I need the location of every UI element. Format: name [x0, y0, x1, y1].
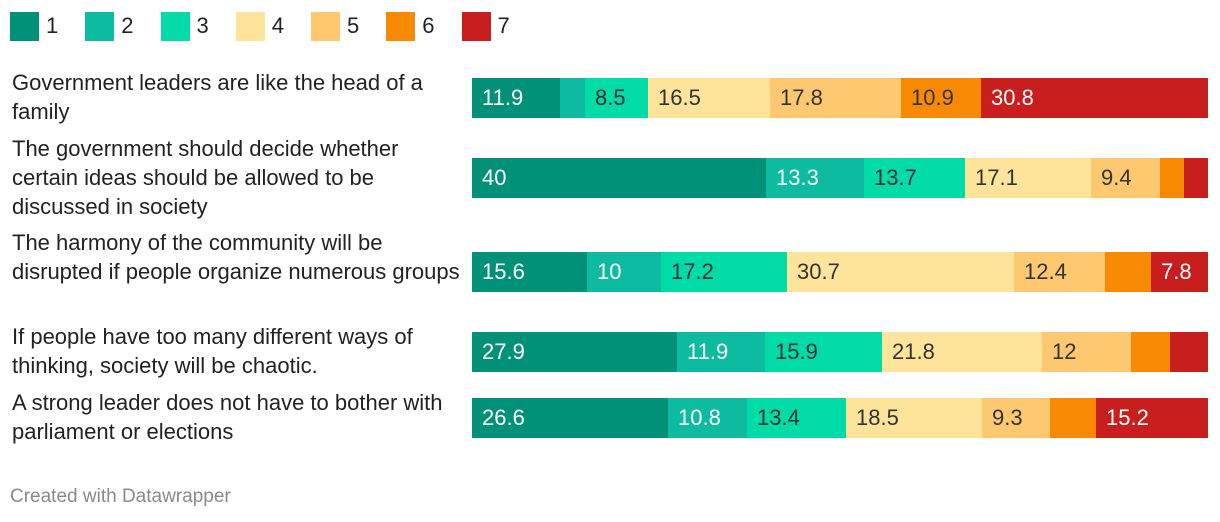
data-label: 40 [482, 165, 507, 190]
bar-segment: 27.9 [472, 332, 677, 372]
legend-item-6: 6 [386, 11, 435, 41]
bar-segment: 16.5 [648, 78, 770, 118]
bar-segment: 13.3 [766, 158, 864, 198]
bar-segment: 12.4 [1014, 252, 1105, 292]
bar-segment: 18.5 [846, 398, 982, 438]
bar-segment: 7.8 [1151, 252, 1208, 292]
bar-segment: 17.8 [770, 78, 901, 118]
legend-item-5: 5 [311, 11, 360, 41]
legend-swatch [85, 11, 115, 41]
legend-label: 7 [497, 13, 510, 38]
row-label: The government should decide whether cer… [12, 136, 399, 219]
bar-segment: 17.2 [661, 252, 787, 292]
data-label: 30.8 [991, 85, 1034, 110]
data-label: 15.2 [1106, 405, 1149, 430]
data-label: 8.5 [595, 85, 626, 110]
bar-segment: 8.5 [585, 78, 648, 118]
data-label: 10.9 [911, 85, 954, 110]
legend-item-7: 7 [461, 11, 510, 41]
data-label: 13.7 [874, 165, 917, 190]
data-label: 26.6 [482, 405, 525, 430]
bar-segment: 11.9 [472, 78, 560, 118]
bar-segment: 11.9 [677, 332, 765, 372]
data-label: 18.5 [856, 405, 899, 430]
data-label: 13.3 [776, 165, 819, 190]
data-label: 21.8 [892, 339, 935, 364]
data-label: 15.6 [482, 259, 525, 284]
legend-swatch [386, 11, 416, 41]
data-label: 12 [1052, 339, 1077, 364]
bar-segment [1131, 332, 1170, 372]
bar-segment [1184, 158, 1208, 198]
bar-segment [1160, 158, 1184, 198]
data-label: 11.9 [482, 85, 524, 110]
footer-credit: Created with Datawrapper [10, 486, 231, 507]
data-label: 7.8 [1161, 259, 1192, 284]
legend-label: 5 [347, 13, 360, 38]
data-label: 9.4 [1101, 165, 1132, 190]
chart-legend: 1 2 3 4 5 6 7 [10, 10, 537, 42]
legend-item-2: 2 [85, 11, 134, 41]
bar-segment: 10.9 [901, 78, 981, 118]
bar-segment [560, 78, 585, 118]
bar-segment [1105, 252, 1151, 292]
data-label: 12.4 [1024, 259, 1067, 284]
bar-segment: 17.1 [965, 158, 1091, 198]
bar-segment: 40 [472, 158, 766, 198]
legend-swatch [10, 11, 39, 41]
legend-label: 1 [46, 13, 59, 38]
data-label: 10.8 [678, 405, 721, 430]
bar-segment [1170, 332, 1208, 372]
bar-segment: 10.8 [668, 398, 747, 438]
bar-segment: 10 [587, 252, 661, 292]
bar-segment: 15.6 [472, 252, 587, 292]
legend-item-1: 1 [10, 11, 59, 41]
row-label: The harmony of the community will be dis… [12, 230, 460, 284]
data-label: 15.9 [775, 339, 818, 364]
legend-swatch [461, 11, 491, 41]
data-label: 16.5 [658, 85, 701, 110]
legend-item-3: 3 [160, 11, 209, 41]
data-label: 13.4 [757, 405, 800, 430]
stacked-bar: 40 13.3 13.7 17.1 9.4 [472, 158, 1208, 198]
data-label: 9.3 [992, 405, 1023, 430]
bar-segment [1050, 398, 1096, 438]
bar-segment: 26.6 [472, 398, 668, 438]
bar-segment: 12 [1042, 332, 1131, 372]
bar-segment: 13.4 [747, 398, 846, 438]
legend-label: 6 [422, 13, 435, 38]
legend-swatch [160, 11, 190, 41]
row-label: Government leaders are like the head of … [12, 70, 423, 124]
bar-segment: 15.9 [765, 332, 882, 372]
bar-segment: 21.8 [882, 332, 1042, 372]
data-label: 10 [597, 259, 622, 284]
bar-segment: 30.8 [981, 78, 1208, 118]
stacked-bar: 27.9 11.9 15.9 21.8 12 [472, 332, 1208, 372]
bar-segment: 13.7 [864, 158, 965, 198]
stacked-bar: 26.6 10.8 13.4 18.5 9.3 15.2 [472, 398, 1208, 438]
row-label: A strong leader does not have to bother … [12, 390, 443, 444]
legend-label: 4 [271, 13, 284, 38]
bar-segment: 9.4 [1091, 158, 1160, 198]
stacked-bar: 15.6 10 17.2 30.7 12.4 7.8 [472, 252, 1208, 292]
row-label: If people have too many different ways o… [12, 324, 413, 378]
data-label: 17.1 [975, 165, 1018, 190]
bar-segment: 15.2 [1096, 398, 1208, 438]
data-label: 11.9 [687, 339, 729, 364]
legend-swatch [311, 11, 340, 41]
legend-swatch [235, 11, 265, 41]
data-label: 30.7 [797, 259, 840, 284]
bar-segment: 30.7 [787, 252, 1014, 292]
data-label: 17.2 [671, 259, 714, 284]
bar-segment: 9.3 [982, 398, 1050, 438]
stacked-bar: 11.9 8.5 16.5 17.8 10.9 30.8 [472, 78, 1208, 118]
data-label: 17.8 [780, 85, 823, 110]
legend-label: 2 [121, 13, 134, 38]
legend-label: 3 [196, 13, 209, 38]
data-label: 27.9 [482, 339, 525, 364]
legend-item-4: 4 [235, 11, 284, 41]
